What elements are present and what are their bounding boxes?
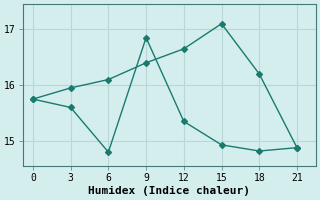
X-axis label: Humidex (Indice chaleur): Humidex (Indice chaleur) xyxy=(88,186,250,196)
